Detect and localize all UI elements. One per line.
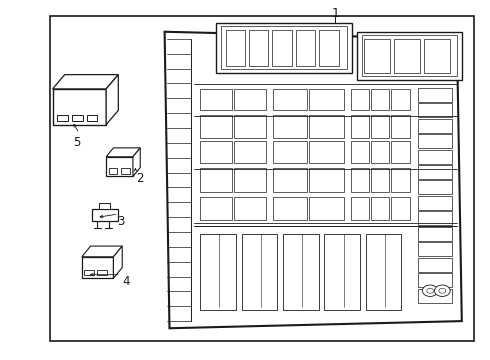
Bar <box>295 30 315 66</box>
Bar <box>234 114 266 138</box>
Bar <box>82 257 114 278</box>
Bar <box>418 288 452 302</box>
Bar <box>418 211 452 225</box>
Bar <box>234 197 266 220</box>
Polygon shape <box>52 75 118 89</box>
Polygon shape <box>362 35 457 76</box>
Bar <box>92 208 118 221</box>
Polygon shape <box>106 148 140 157</box>
Bar <box>52 89 106 125</box>
Bar <box>418 165 452 179</box>
Bar <box>249 30 269 66</box>
Circle shape <box>439 288 446 293</box>
Bar <box>418 196 452 210</box>
Bar <box>392 197 410 220</box>
Bar <box>200 234 236 310</box>
Bar <box>351 141 369 163</box>
Bar <box>200 141 232 163</box>
Bar <box>72 114 83 121</box>
Bar <box>109 168 117 174</box>
Bar <box>273 168 307 192</box>
Bar <box>392 89 410 110</box>
Text: 2: 2 <box>137 172 144 185</box>
Bar <box>371 89 390 110</box>
Bar <box>418 134 452 148</box>
Bar <box>418 258 452 272</box>
Polygon shape <box>114 246 122 278</box>
Circle shape <box>427 288 434 293</box>
Bar <box>273 141 307 163</box>
Bar <box>309 197 344 220</box>
Bar <box>392 168 410 192</box>
Bar <box>309 168 344 192</box>
Polygon shape <box>82 246 122 257</box>
Polygon shape <box>220 26 347 69</box>
Bar <box>371 168 390 192</box>
Bar <box>200 168 232 192</box>
Polygon shape <box>357 32 462 80</box>
Bar <box>418 150 452 163</box>
Bar <box>418 88 452 102</box>
Bar <box>272 30 292 66</box>
Polygon shape <box>165 32 462 328</box>
Bar <box>50 16 474 341</box>
Text: 3: 3 <box>117 215 124 228</box>
Bar <box>98 270 107 275</box>
Bar <box>106 157 133 176</box>
Bar <box>418 242 452 256</box>
Text: 5: 5 <box>73 136 80 149</box>
Text: 1: 1 <box>331 8 339 21</box>
Circle shape <box>422 285 438 296</box>
Bar <box>319 30 339 66</box>
Text: 4: 4 <box>122 275 129 288</box>
Bar <box>418 180 452 194</box>
Bar <box>87 114 98 121</box>
Bar <box>121 168 129 174</box>
Bar <box>366 234 401 310</box>
Bar <box>283 234 318 310</box>
Bar <box>273 114 307 138</box>
Polygon shape <box>106 75 118 125</box>
Bar <box>99 203 110 208</box>
Bar <box>273 89 307 110</box>
Bar <box>418 119 452 133</box>
Bar <box>371 197 390 220</box>
Circle shape <box>435 285 450 296</box>
Bar <box>424 39 450 73</box>
Bar <box>234 89 266 110</box>
Bar <box>234 168 266 192</box>
Bar <box>200 114 232 138</box>
Bar <box>324 234 360 310</box>
Bar <box>225 30 245 66</box>
Bar <box>351 114 369 138</box>
Bar <box>273 197 307 220</box>
Bar <box>371 114 390 138</box>
Bar <box>309 114 344 138</box>
Bar <box>365 39 390 73</box>
Bar <box>418 273 452 287</box>
Bar <box>418 227 452 241</box>
Bar <box>392 114 410 138</box>
Bar <box>200 89 232 110</box>
Polygon shape <box>216 23 352 73</box>
Bar <box>392 141 410 163</box>
Bar <box>242 234 277 310</box>
Bar <box>351 89 369 110</box>
Bar <box>234 141 266 163</box>
Bar <box>309 141 344 163</box>
Bar <box>57 114 68 121</box>
Bar <box>309 89 344 110</box>
Polygon shape <box>133 148 140 176</box>
Bar <box>351 197 369 220</box>
Bar <box>351 168 369 192</box>
Bar <box>371 141 390 163</box>
Bar <box>394 39 419 73</box>
Bar <box>200 197 232 220</box>
Bar <box>84 270 94 275</box>
Bar <box>418 103 452 117</box>
